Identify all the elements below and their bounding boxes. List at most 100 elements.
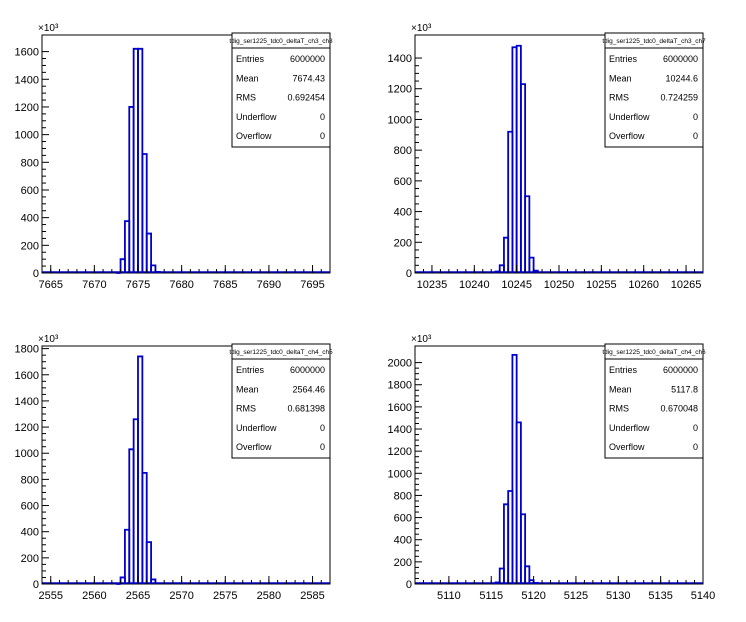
y-tick-label: 0 bbox=[33, 268, 39, 280]
stats-label: Entries bbox=[609, 54, 638, 64]
stats-value: 0 bbox=[693, 112, 698, 122]
y-tick-label: 1400 bbox=[15, 396, 39, 408]
y-tick-label: 400 bbox=[394, 535, 412, 547]
stats-label: Overflow bbox=[609, 131, 645, 141]
histogram-title: tdig_ser1225_tdc0_deltaT_ch4_ch6 bbox=[602, 349, 706, 356]
x-tick-label: 7675 bbox=[126, 279, 150, 291]
y-tick-label: 200 bbox=[21, 553, 39, 565]
y-multiplier-label: ×10³ bbox=[411, 334, 432, 345]
stats-label: Mean bbox=[609, 73, 632, 83]
y-tick-label: 2000 bbox=[388, 358, 412, 370]
histogram-bin-8 bbox=[145, 232, 152, 273]
y-tick-label: 600 bbox=[21, 501, 39, 513]
histogram-bin-8 bbox=[145, 541, 152, 584]
histogram-title: tdig_ser1225_tdc0_deltaT_ch3_ch7 bbox=[602, 38, 706, 45]
stats-value: 0 bbox=[320, 131, 325, 141]
x-tick-label: 5115 bbox=[479, 590, 503, 602]
y-tick-label: 600 bbox=[21, 185, 39, 197]
stats-value: 6000000 bbox=[290, 54, 325, 64]
y-tick-label: 200 bbox=[394, 237, 412, 249]
x-tick-label: 7665 bbox=[38, 279, 62, 291]
x-tick-label: 7690 bbox=[257, 279, 281, 291]
stats-label: Entries bbox=[609, 365, 638, 375]
stats-value: 0.681398 bbox=[287, 404, 325, 414]
y-tick-label: 0 bbox=[33, 579, 39, 591]
y-tick-label: 1400 bbox=[388, 424, 412, 436]
stats-box: tdig_ser1225_tdc0_deltaT_ch4_ch5 Entries 6… bbox=[229, 343, 333, 459]
stats-label: Overflow bbox=[236, 442, 272, 452]
histogram-panel-2: 0 200 400 600 800 1000 1200 1400 ×10³ 10235 10240 1… bbox=[388, 23, 707, 291]
y-tick-label: 400 bbox=[21, 527, 39, 539]
stats-value: 7674.43 bbox=[292, 73, 325, 83]
stats-label: Overflow bbox=[236, 131, 272, 141]
histogram-bin-9 bbox=[528, 256, 535, 273]
stats-value: 0 bbox=[693, 423, 698, 433]
x-tick-label: 2555 bbox=[38, 590, 62, 602]
stats-box-border bbox=[231, 343, 331, 459]
x-tick-label: 5125 bbox=[564, 590, 588, 602]
y-multiplier-label: ×10³ bbox=[411, 23, 432, 34]
x-tick-label: 5140 bbox=[691, 590, 715, 602]
y-multiplier-label: ×10³ bbox=[38, 334, 59, 345]
x-tick-label: 5135 bbox=[648, 590, 672, 602]
x-tick-label: 2560 bbox=[82, 590, 106, 602]
stats-value: 0.724259 bbox=[660, 93, 698, 103]
y-tick-label: 800 bbox=[21, 157, 39, 169]
stats-value: 2564.46 bbox=[292, 384, 325, 394]
y-tick-label: 0 bbox=[406, 579, 412, 591]
y-tick-label: 1200 bbox=[388, 84, 412, 96]
stats-value: 0 bbox=[320, 112, 325, 122]
y-tick-label: 0 bbox=[406, 268, 412, 280]
plot-frame bbox=[41, 34, 331, 274]
stats-label: Underflow bbox=[609, 423, 650, 433]
y-tick-label: 600 bbox=[394, 176, 412, 188]
stats-value: 0 bbox=[320, 442, 325, 452]
stats-box-border bbox=[604, 343, 704, 459]
stats-label: RMS bbox=[236, 93, 256, 103]
histogram-title: tdig_ser1225_tdc0_deltaT_ch4_ch5 bbox=[229, 349, 333, 356]
x-tick-label: 10255 bbox=[586, 279, 617, 291]
y-multiplier-label: ×10³ bbox=[38, 23, 59, 34]
y-tick-label: 1600 bbox=[388, 402, 412, 414]
stats-value: 0 bbox=[693, 442, 698, 452]
stats-label: Mean bbox=[609, 384, 632, 394]
stats-label: Entries bbox=[236, 54, 265, 64]
histogram-panel-1: 0 200 400 600 800 1000 1200 1400 1600 ×10³ 7665 767… bbox=[15, 23, 334, 291]
stats-value: 10244.6 bbox=[665, 73, 698, 83]
histogram-bin-8 bbox=[524, 565, 531, 584]
y-tick-label: 800 bbox=[21, 474, 39, 486]
stats-label: Underflow bbox=[236, 423, 277, 433]
stats-box: tdig_ser1225_tdc0_deltaT_ch4_ch6 Entries 6… bbox=[602, 343, 706, 459]
x-tick-label: 7685 bbox=[213, 279, 237, 291]
x-tick-label: 10245 bbox=[501, 279, 532, 291]
stats-label: Mean bbox=[236, 384, 259, 394]
x-tick-label: 7695 bbox=[300, 279, 324, 291]
stats-label: RMS bbox=[236, 404, 256, 414]
x-tick-label: 10265 bbox=[671, 279, 702, 291]
stats-value: 6000000 bbox=[663, 54, 698, 64]
x-tick-label: 2580 bbox=[257, 590, 281, 602]
stats-label: RMS bbox=[609, 404, 629, 414]
x-tick-label: 7680 bbox=[169, 279, 193, 291]
histogram-panel-3: 0 200 400 600 800 1000 1200 1400 1600 1800×10³ 255… bbox=[15, 334, 334, 602]
stats-value: 0 bbox=[693, 131, 698, 141]
x-tick-label: 2585 bbox=[300, 590, 324, 602]
y-tick-label: 200 bbox=[394, 557, 412, 569]
stats-value: 5117.8 bbox=[671, 384, 698, 394]
x-tick-label: 5120 bbox=[521, 590, 545, 602]
y-tick-label: 1000 bbox=[15, 448, 39, 460]
y-tick-label: 800 bbox=[394, 490, 412, 502]
stats-value: 6000000 bbox=[663, 365, 698, 375]
x-tick-label: 2575 bbox=[213, 590, 237, 602]
stats-label: Underflow bbox=[609, 112, 650, 122]
stats-label: Overflow bbox=[609, 442, 645, 452]
y-tick-label: 1400 bbox=[15, 74, 39, 86]
stats-box-border bbox=[231, 32, 331, 148]
x-tick-label: 10240 bbox=[459, 279, 490, 291]
y-tick-label: 1000 bbox=[388, 114, 412, 126]
stats-label: Entries bbox=[236, 365, 265, 375]
y-tick-label: 1200 bbox=[15, 422, 39, 434]
y-tick-label: 1200 bbox=[15, 102, 39, 114]
y-tick-label: 1000 bbox=[15, 130, 39, 142]
